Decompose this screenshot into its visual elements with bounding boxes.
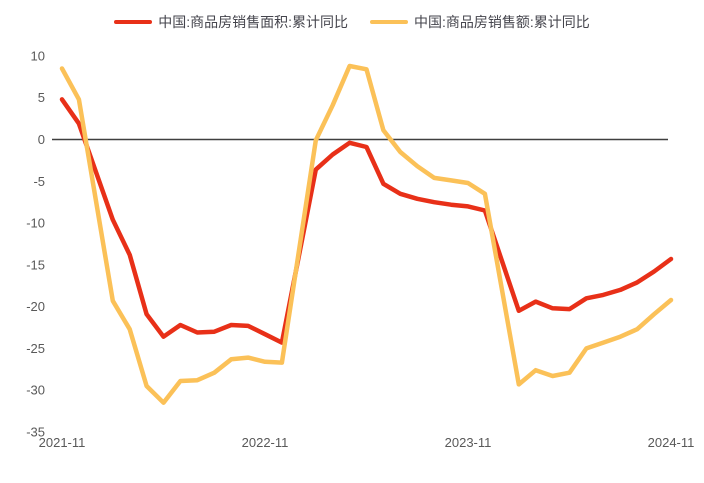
y-axis-tick-label: -5 [33, 174, 45, 189]
y-axis-tick-label: -20 [26, 299, 45, 314]
x-axis-tick-label: 2024-11 [648, 435, 695, 450]
x-axis-tick-label: 2021-11 [39, 435, 86, 450]
y-axis-tick-label: -10 [26, 216, 45, 231]
legend-label-sales-amount: 中国:商品房销售额:累计同比 [414, 14, 590, 30]
series-line-sales-area [59, 97, 674, 345]
legend-item-sales-amount: 中国:商品房销售额:累计同比 [370, 12, 590, 32]
y-axis-tick-label: 5 [38, 90, 45, 105]
y-axis-tick-label: -15 [26, 257, 45, 272]
y-axis-tick-label: -25 [26, 341, 45, 356]
legend-label-sales-area: 中国:商品房销售面积:累计同比 [158, 14, 348, 30]
series-line-sales-amount [59, 63, 674, 405]
y-axis-tick-label: -30 [26, 383, 45, 398]
legend-line-icon-red [114, 19, 153, 25]
legend-line-icon-yellow [370, 19, 408, 25]
x-axis-tick-label: 2022-11 [242, 435, 289, 450]
y-axis-tick-label: 0 [38, 132, 45, 147]
x-axis-tick-label: 2023-11 [445, 435, 492, 450]
legend-item-sales-area: 中国:商品房销售面积:累计同比 [114, 12, 348, 32]
y-axis-tick-label: 10 [31, 48, 45, 63]
y-axis-tick-label: -35 [26, 425, 45, 440]
chart-legend: 中国:商品房销售面积:累计同比 中国:商品房销售额:累计同比 [0, 12, 704, 32]
